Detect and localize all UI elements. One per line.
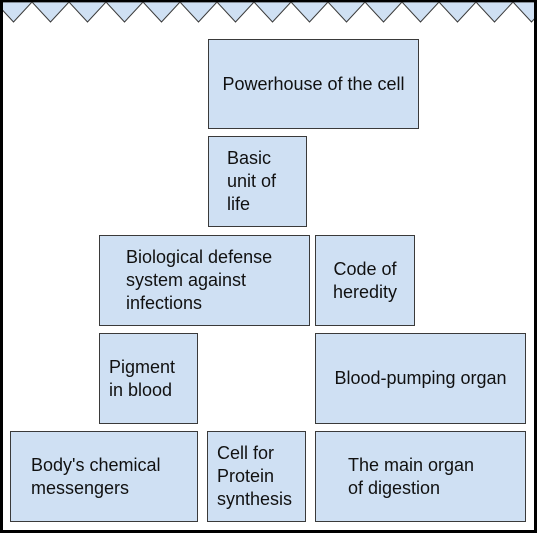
card-blood-pumping-label: Blood-pumping organ [334,368,507,388]
card-protein[interactable]: Cell for Protein synthesis [207,431,306,522]
card-basic-unit-label: Basic unit of life [227,148,277,214]
card-pigment-label: Pigment in blood [109,356,176,400]
card-protein-label: Cell for Protein synthesis [217,443,293,509]
card-digestion[interactable]: The main organ of digestion [315,431,526,522]
card-defense-label: Biological defense system against infect… [126,247,273,313]
card-basic-unit[interactable]: Basic unit of life [208,136,307,227]
card-digestion-label: The main organ of digestion [348,454,475,498]
card-defense[interactable]: Biological defense system against infect… [99,235,310,326]
card-powerhouse-label: Powerhouse of the cell [222,73,405,94]
card-powerhouse[interactable]: Powerhouse of the cell [208,39,419,129]
card-pigment[interactable]: Pigment in blood [99,333,198,424]
card-messengers[interactable]: Body's chemical messengers [10,431,198,522]
diagram-frame: Powerhouse of the cell Basic unit of lif… [3,2,534,530]
card-messengers-label: Body's chemical messengers [31,454,161,498]
card-blood-pumping[interactable]: Blood-pumping organ [315,333,526,424]
card-heredity-label: Code of heredity [332,258,398,302]
card-heredity[interactable]: Code of heredity [315,235,415,326]
zigzag-border [3,2,534,28]
